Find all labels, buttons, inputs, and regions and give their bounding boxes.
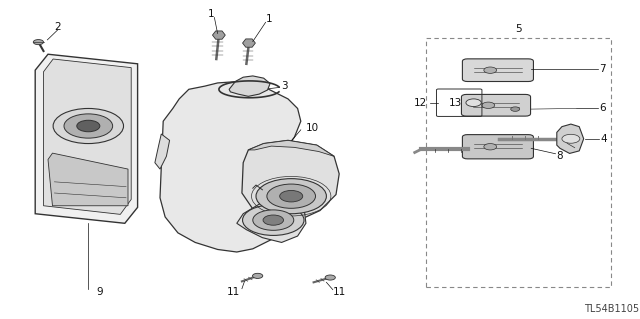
Polygon shape: [248, 140, 334, 156]
Circle shape: [53, 108, 124, 144]
Polygon shape: [237, 198, 306, 242]
Text: 8: 8: [557, 151, 563, 161]
Polygon shape: [242, 140, 339, 222]
Text: 1: 1: [266, 14, 272, 24]
Circle shape: [466, 99, 481, 107]
Polygon shape: [35, 54, 138, 223]
Text: 1: 1: [208, 9, 214, 19]
FancyBboxPatch shape: [463, 135, 534, 159]
Circle shape: [325, 275, 335, 280]
Text: 5: 5: [515, 24, 522, 34]
Bar: [426, 38, 611, 287]
Circle shape: [267, 184, 316, 208]
Polygon shape: [229, 76, 270, 96]
Circle shape: [253, 273, 263, 278]
FancyBboxPatch shape: [463, 59, 534, 81]
Circle shape: [253, 210, 294, 230]
Polygon shape: [160, 81, 301, 252]
Text: 11: 11: [227, 287, 240, 297]
Circle shape: [482, 102, 495, 108]
Text: 10: 10: [306, 122, 319, 133]
Circle shape: [243, 205, 304, 235]
Circle shape: [562, 134, 580, 143]
Text: 6: 6: [600, 103, 606, 114]
Text: TL54B1105: TL54B1105: [584, 304, 639, 314]
Polygon shape: [243, 39, 255, 47]
Text: 3: 3: [282, 81, 288, 91]
Circle shape: [256, 179, 326, 214]
Polygon shape: [48, 153, 128, 206]
Circle shape: [77, 120, 100, 132]
Text: 12: 12: [414, 98, 427, 108]
Text: 9: 9: [96, 287, 102, 297]
Circle shape: [263, 215, 284, 225]
Text: 2: 2: [54, 22, 61, 32]
Circle shape: [33, 40, 44, 45]
Polygon shape: [155, 134, 170, 169]
Circle shape: [280, 190, 303, 202]
Polygon shape: [557, 124, 584, 153]
Circle shape: [64, 114, 113, 138]
Text: 11: 11: [333, 287, 346, 297]
Circle shape: [511, 107, 520, 111]
Text: 13: 13: [449, 98, 462, 108]
Text: 7: 7: [600, 63, 606, 74]
Polygon shape: [212, 31, 225, 39]
Polygon shape: [44, 59, 131, 214]
Circle shape: [484, 144, 497, 150]
Text: 4: 4: [600, 134, 607, 144]
Circle shape: [484, 67, 497, 73]
FancyBboxPatch shape: [461, 94, 531, 116]
